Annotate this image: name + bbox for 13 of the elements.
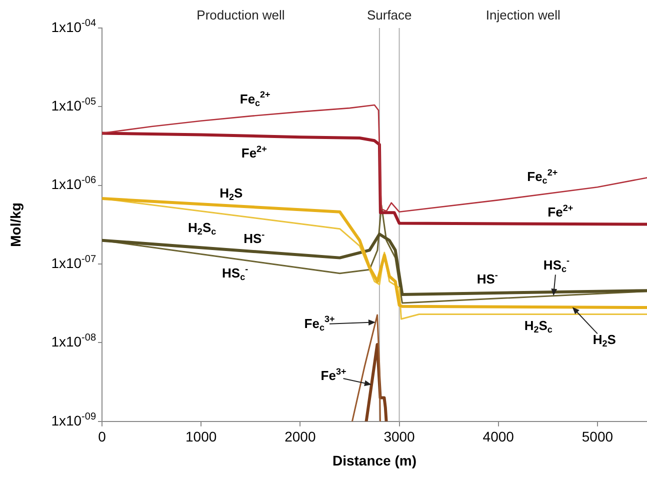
y-axis-title: Mol/kg — [7, 202, 24, 247]
x-axis-title: Distance (m) — [332, 452, 417, 468]
x-tick-label: 0 — [98, 428, 106, 445]
series-label: HS- — [244, 229, 265, 246]
x-tick-label: 1000 — [186, 428, 217, 445]
x-tick-label: 4000 — [482, 428, 514, 445]
x-tick-label: 3000 — [384, 428, 416, 445]
x-tick-label: 5000 — [582, 428, 614, 445]
text: Surface — [366, 8, 412, 23]
text: Production well — [196, 8, 285, 23]
text: Injection well — [486, 8, 560, 23]
x-tick-label: 2000 — [284, 428, 316, 445]
text: HS- — [476, 270, 498, 287]
